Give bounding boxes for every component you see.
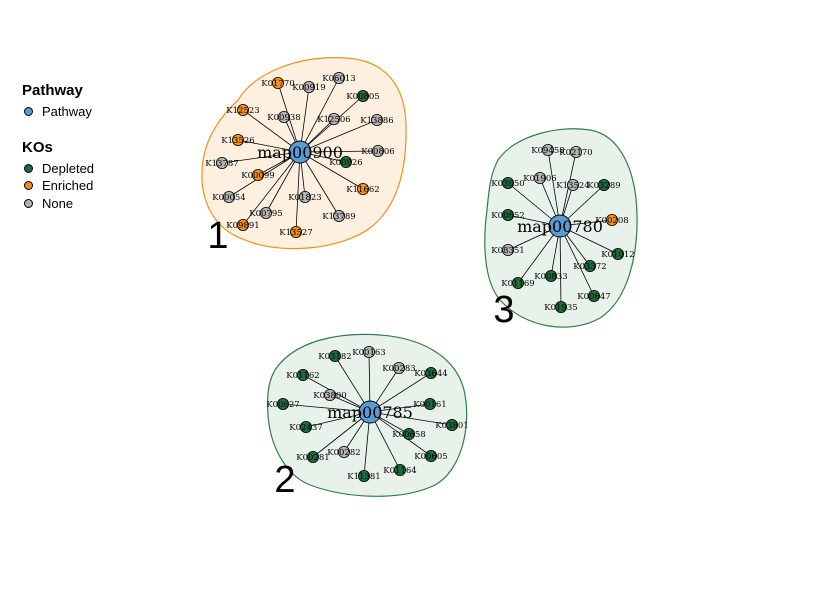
none-dot-icon (24, 199, 33, 208)
ko-label: K11381 (347, 472, 380, 482)
pathway-hub-label: map00780 (517, 217, 603, 236)
ko-label: K03289 (587, 181, 620, 191)
ko-label: K00647 (577, 292, 610, 302)
legend-item-enriched: Enriched (22, 177, 94, 195)
ko-label: K13886 (360, 116, 393, 126)
ko-label: K00833 (534, 272, 567, 282)
ko-label: K02437 (289, 423, 322, 433)
ko-label: K03644 (414, 369, 447, 379)
ko-label: K00605 (414, 452, 447, 462)
ko-label: K01770 (261, 79, 294, 89)
legend-item-pathway: Pathway (22, 103, 94, 121)
ko-label: K00795 (249, 209, 282, 219)
legend: Pathway Pathway KOs Depleted Enriched No… (22, 82, 94, 212)
ko-label: K01162 (286, 371, 319, 381)
ko-label: K13526 (221, 136, 254, 146)
ko-label: K01012 (601, 250, 634, 260)
pathway-hub-label: map00785 (327, 403, 413, 422)
legend-item-label: None (42, 196, 73, 211)
ko-label: K00281 (296, 453, 329, 463)
ko-label: K03801 (435, 421, 468, 431)
ko-label: K09891 (226, 221, 259, 231)
ko-label: K03372 (573, 262, 606, 272)
cluster-number: 2 (274, 459, 295, 501)
ko-label: K03800 (313, 391, 346, 401)
ko-label: K08351 (491, 246, 524, 256)
enriched-dot-icon (24, 181, 33, 190)
ko-label: K00283 (382, 364, 415, 374)
legend-item-none: None (22, 195, 94, 213)
cluster-number: 3 (493, 289, 514, 331)
legend-pathway-title: Pathway (22, 82, 94, 99)
ko-label: K00163 (352, 348, 385, 358)
cluster-2: K03182 K00163 K00283 K01162 K03644 K03800 K006… (266, 334, 468, 501)
ko-label: K00161 (413, 400, 446, 410)
ko-label: K13524 (556, 181, 589, 191)
ko-label: K02170 (559, 148, 592, 158)
ko-label: K00805 (346, 92, 379, 102)
ko-label: K01169 (501, 279, 534, 289)
cluster-1: K01770K00919K06013 K00805 K12523 K00938 K125… (202, 58, 406, 257)
legend-item-label: Pathway (42, 104, 92, 119)
ko-label: K00054 (212, 193, 245, 203)
ko-label: K00282 (327, 448, 360, 458)
ko-label: K00099 (241, 171, 274, 181)
ko-label: K01164 (383, 466, 416, 476)
ko-label: K03650 (491, 179, 524, 189)
ko-label: K00627 (266, 400, 299, 410)
ko-label: K03182 (318, 352, 351, 362)
depleted-dot-icon (24, 164, 33, 173)
ko-label: K00658 (392, 430, 425, 440)
ko-label: K13789 (322, 212, 355, 222)
ko-label: K00938 (267, 113, 300, 123)
ko-label: K11662 (346, 185, 379, 195)
ko-label: K00806 (361, 147, 394, 157)
legend-item-label: Enriched (42, 178, 93, 193)
legend-item-depleted: Depleted (22, 160, 94, 178)
ko-label: K01906 (523, 174, 556, 184)
ko-label: K13527 (279, 228, 312, 238)
cluster-number: 1 (207, 215, 228, 257)
ko-label: K01823 (288, 193, 321, 203)
legend-kos-title: KOs (22, 139, 94, 156)
ko-label: K13787 (205, 159, 238, 169)
ko-label: K12506 (317, 115, 350, 125)
ko-label: K00919 (292, 83, 325, 93)
legend-item-label: Depleted (42, 161, 94, 176)
ko-label: K12523 (226, 106, 259, 116)
ko-label: K06013 (322, 74, 355, 84)
pathway-hub-label: map00900 (257, 143, 343, 162)
ko-label: K01935 (544, 303, 577, 313)
pathway-dot-icon (24, 107, 33, 116)
